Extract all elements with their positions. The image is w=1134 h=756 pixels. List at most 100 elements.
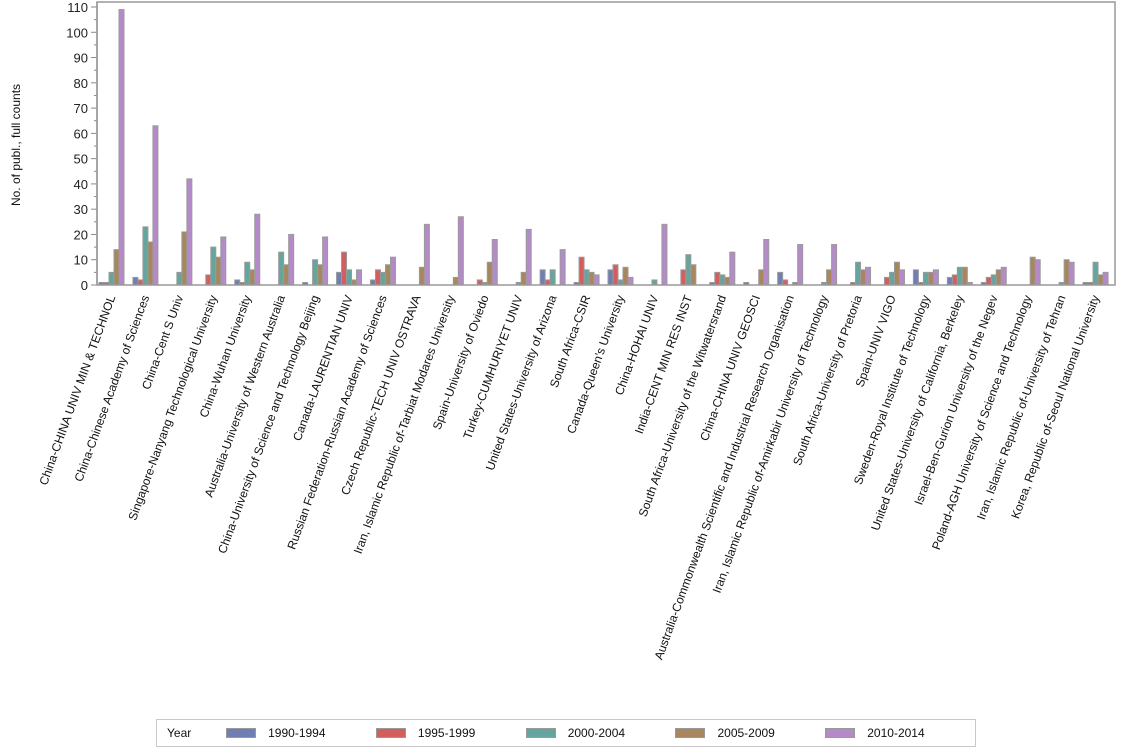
y-tick-label: 0 <box>81 278 88 293</box>
bar <box>617 279 624 286</box>
bar <box>680 269 687 286</box>
bar <box>186 178 193 286</box>
bar <box>341 251 348 286</box>
bar <box>860 269 867 286</box>
bar <box>215 256 222 286</box>
bar <box>152 125 159 286</box>
bar <box>1097 274 1104 286</box>
bar <box>961 266 968 286</box>
y-tick-label: 10 <box>74 253 88 268</box>
bar <box>549 269 556 286</box>
bar <box>898 269 905 286</box>
bar <box>389 256 396 286</box>
bar <box>210 246 217 286</box>
bar <box>1102 271 1109 286</box>
legend-item: 2005-2009 <box>675 726 825 740</box>
bar <box>346 269 353 286</box>
bar <box>651 279 658 286</box>
bar <box>612 264 619 286</box>
bar <box>351 279 358 286</box>
bar <box>118 9 125 286</box>
bar-group <box>336 251 363 286</box>
bar <box>912 269 919 286</box>
bar <box>622 266 629 286</box>
bar <box>423 223 430 286</box>
y-axis-title: No. of publ., full counts <box>9 84 23 206</box>
bar <box>922 271 929 286</box>
bar <box>946 276 953 286</box>
legend-item: 2000-2004 <box>525 726 676 740</box>
bar <box>234 279 241 286</box>
bar <box>1034 259 1041 286</box>
bar-group <box>821 244 838 286</box>
bar <box>132 276 139 286</box>
bar-group <box>946 266 973 286</box>
bar-group <box>476 239 498 286</box>
bar <box>249 269 256 286</box>
bar <box>525 228 532 286</box>
bar <box>758 269 765 286</box>
bar <box>374 269 381 286</box>
bar <box>278 251 285 286</box>
bar <box>108 271 115 286</box>
bar <box>685 254 692 286</box>
bar <box>661 223 668 286</box>
bar <box>181 231 188 286</box>
y-tick-label: 110 <box>67 0 88 15</box>
bar-group <box>205 236 227 286</box>
bar-group <box>278 233 295 286</box>
bar <box>1029 256 1036 286</box>
legend-label: 1995-1999 <box>417 726 476 740</box>
bar <box>607 269 614 286</box>
bar-group <box>980 266 1007 286</box>
legend-swatch <box>226 728 257 738</box>
bar-group <box>743 239 770 286</box>
bar <box>719 274 726 286</box>
bar <box>583 269 590 286</box>
bar <box>317 264 324 286</box>
bar <box>113 249 120 286</box>
bar <box>369 279 376 286</box>
bar <box>714 271 721 286</box>
bar-group <box>883 261 905 286</box>
bar <box>690 264 697 286</box>
y-tick-label: 70 <box>74 101 88 116</box>
bar <box>593 274 600 286</box>
y-tick-label: 20 <box>74 227 88 242</box>
bar-group <box>1029 256 1041 286</box>
bar-group <box>573 256 600 286</box>
bar <box>985 276 992 286</box>
bar <box>283 264 290 286</box>
y-tick-label: 90 <box>74 51 88 66</box>
bar <box>883 276 890 286</box>
bar <box>724 276 731 286</box>
bar-group <box>1082 261 1109 286</box>
y-tick-label: 80 <box>74 76 88 91</box>
legend-swatch <box>525 728 556 738</box>
bar <box>782 279 789 286</box>
bar <box>990 274 997 286</box>
bar-group <box>132 125 159 286</box>
bar <box>578 256 585 286</box>
bar <box>588 271 595 286</box>
legend-item: 1990-1994 <box>226 726 376 740</box>
bar <box>544 279 551 286</box>
bar <box>254 213 261 286</box>
bar <box>627 276 634 286</box>
legend-label: 2010-2014 <box>867 726 925 740</box>
bar-group <box>1058 259 1075 286</box>
y-tick-label: 100 <box>66 25 88 40</box>
y-tick-label: 40 <box>74 177 88 192</box>
bar-chart: 0 10 20 30 40 50 60 70 80 90 100 110 China-CHINA UN… <box>9 0 1116 662</box>
bar <box>893 261 900 286</box>
bar <box>865 266 872 286</box>
bar-group <box>302 236 329 286</box>
bar-group <box>709 251 736 286</box>
bar <box>220 236 227 286</box>
bar <box>826 269 833 286</box>
bar-group <box>418 223 430 286</box>
bar-group <box>369 256 396 286</box>
legend-item: 1995-1999 <box>375 726 526 740</box>
bar <box>147 241 154 286</box>
x-axis-labels: China-CHINA UNIV MIN & TECHNOLChina-Chin… <box>36 293 1102 662</box>
